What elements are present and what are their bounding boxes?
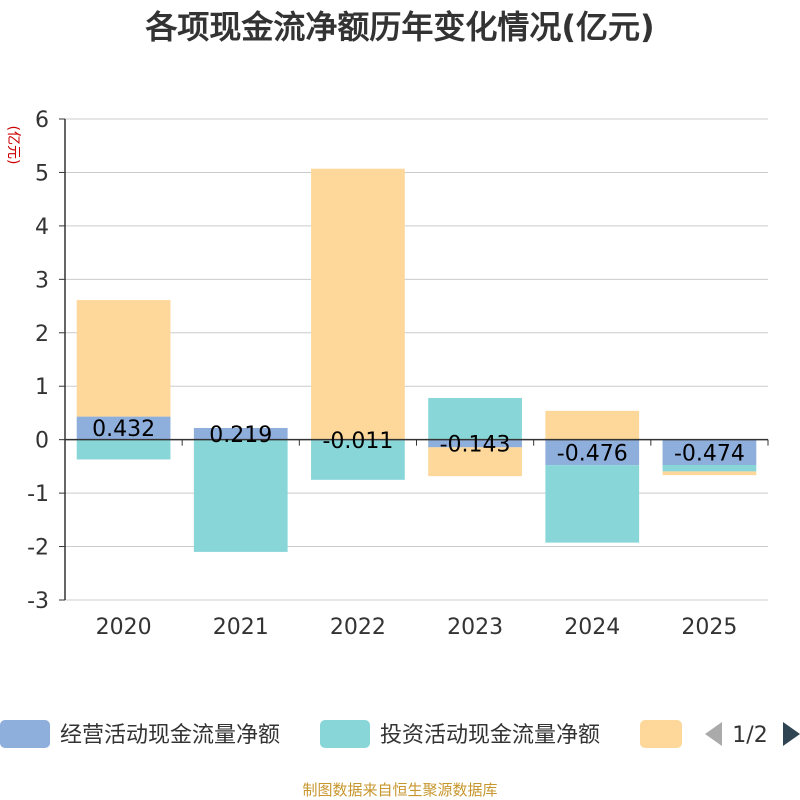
legend-label-operating[interactable]: 经营活动现金流量净额 xyxy=(60,723,280,748)
y-tick-label: 6 xyxy=(35,108,49,133)
data-label-2021: 0.219 xyxy=(209,423,272,448)
bar-2024-series-0[interactable] xyxy=(545,439,640,466)
data-label-2023: -0.143 xyxy=(440,432,511,457)
bar-2023-series-1[interactable] xyxy=(428,397,522,440)
bar-2023-series-2[interactable] xyxy=(428,447,522,477)
bar-2021-series-0[interactable] xyxy=(193,427,288,440)
chart-title: 各项现金流净额历年变化情况(亿元) xyxy=(145,8,654,46)
legend-page-indicator: 1/2 xyxy=(732,723,767,748)
legend-swatch-operating[interactable] xyxy=(0,720,50,748)
legend-prev-page-icon[interactable] xyxy=(705,722,722,746)
legend-next-page-icon[interactable] xyxy=(783,722,800,746)
x-tick-label: 2020 xyxy=(96,615,152,640)
bar-2023-series-0[interactable] xyxy=(428,439,522,448)
bar-2025-series-0[interactable] xyxy=(662,439,757,465)
data-label-2024: -0.476 xyxy=(557,441,628,466)
data-label-2022: -0.011 xyxy=(322,429,393,454)
y-tick-label: 2 xyxy=(35,322,49,347)
y-tick-label: 1 xyxy=(35,375,49,400)
y-tick-label: 4 xyxy=(35,215,49,240)
bar-2020-series-0[interactable] xyxy=(76,416,171,440)
legend-label-investing[interactable]: 投资活动现金流量净额 xyxy=(380,723,600,748)
axes: -3 -2 -1 0 1 2 3 4 5 6 2020 2021 2022 2023 2024 2025 xyxy=(27,108,769,640)
x-tick-label: 2023 xyxy=(447,615,503,640)
bar-2025-series-1[interactable] xyxy=(662,464,757,472)
y-tick-label: 3 xyxy=(35,268,49,293)
x-tick-label: 2025 xyxy=(681,615,737,640)
bar-2025-series-2[interactable] xyxy=(662,471,757,476)
bar-2024-series-2[interactable] xyxy=(545,410,640,440)
x-tick-label: 2024 xyxy=(564,615,620,640)
y-axis-unit-label: (亿元) xyxy=(5,126,21,165)
data-label-2025: -0.474 xyxy=(674,441,745,466)
legend-swatch-investing[interactable] xyxy=(320,720,370,748)
y-tick-label: -3 xyxy=(27,589,49,614)
legend-swatch-financing[interactable] xyxy=(640,720,682,748)
data-label-2020: 0.432 xyxy=(92,417,155,442)
y-tick-label: -2 xyxy=(27,536,49,561)
data-source-note: 制图数据来自恒生聚源数据库 xyxy=(302,781,497,799)
bar-2022-series-2[interactable] xyxy=(311,168,405,440)
y-tick-label: 5 xyxy=(35,161,49,186)
data-labels: 0.432 0.219 -0.011 -0.143 -0.476 -0.474 xyxy=(92,417,745,466)
y-tick-label: -1 xyxy=(27,482,49,507)
bar-2024-series-1[interactable] xyxy=(545,465,640,543)
bar-2020-series-2[interactable] xyxy=(76,300,171,417)
y-tick-label: 0 xyxy=(35,429,49,454)
bars xyxy=(76,168,757,552)
x-tick-label: 2021 xyxy=(213,615,269,640)
x-tick-label: 2022 xyxy=(330,615,386,640)
bar-2020-series-1[interactable] xyxy=(76,439,171,460)
bar-2021-series-1[interactable] xyxy=(193,439,288,552)
legend: 经营活动现金流量净额 投资活动现金流量净额 1/2 xyxy=(0,720,800,748)
bar-2022-series-1[interactable] xyxy=(311,440,405,480)
